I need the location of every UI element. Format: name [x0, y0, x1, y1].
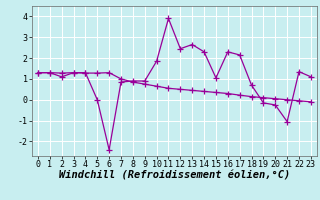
X-axis label: Windchill (Refroidissement éolien,°C): Windchill (Refroidissement éolien,°C): [59, 171, 290, 181]
